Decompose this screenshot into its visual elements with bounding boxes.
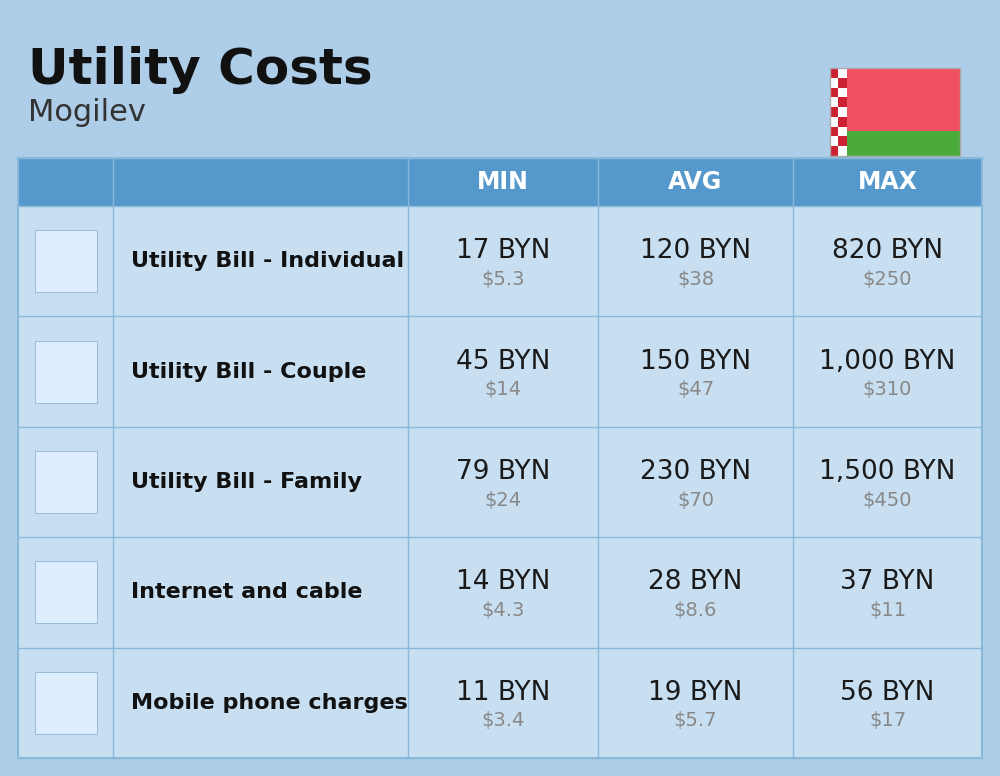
Text: 79 BYN: 79 BYN — [456, 459, 550, 485]
Text: Utility Bill - Family: Utility Bill - Family — [131, 472, 362, 492]
Text: Utility Bill - Couple: Utility Bill - Couple — [131, 362, 366, 382]
Bar — [18, 427, 982, 537]
Bar — [34, 341, 96, 403]
Text: Mogilev: Mogilev — [28, 98, 146, 127]
Text: Mobile phone charges: Mobile phone charges — [131, 693, 408, 713]
Text: 19 BYN: 19 BYN — [648, 680, 743, 706]
Text: AVG: AVG — [668, 170, 723, 194]
Text: 150 BYN: 150 BYN — [640, 348, 751, 375]
Text: $17: $17 — [869, 712, 906, 730]
Bar — [838, 78, 847, 88]
Text: 17 BYN: 17 BYN — [456, 238, 550, 264]
Text: 56 BYN: 56 BYN — [840, 680, 935, 706]
Bar — [830, 107, 838, 117]
Text: $4.3: $4.3 — [481, 601, 525, 620]
Bar — [838, 117, 847, 126]
Text: Utility Bill - Individual: Utility Bill - Individual — [131, 251, 404, 271]
Bar — [838, 137, 847, 146]
Text: 28 BYN: 28 BYN — [648, 570, 743, 595]
Bar — [830, 68, 960, 156]
Text: $11: $11 — [869, 601, 906, 620]
Text: 37 BYN: 37 BYN — [840, 570, 935, 595]
Text: MIN: MIN — [477, 170, 529, 194]
Text: 230 BYN: 230 BYN — [640, 459, 751, 485]
Text: $47: $47 — [677, 380, 714, 399]
Text: $14: $14 — [484, 380, 522, 399]
Bar — [34, 672, 96, 734]
Text: $310: $310 — [863, 380, 912, 399]
Text: 120 BYN: 120 BYN — [640, 238, 751, 264]
Text: $450: $450 — [863, 490, 912, 510]
Text: $3.4: $3.4 — [481, 712, 525, 730]
Bar — [18, 158, 982, 758]
Bar — [847, 68, 960, 131]
Text: $8.6: $8.6 — [674, 601, 717, 620]
Bar — [34, 561, 96, 623]
Bar — [830, 68, 838, 78]
Text: 11 BYN: 11 BYN — [456, 680, 550, 706]
Text: $70: $70 — [677, 490, 714, 510]
Bar — [830, 146, 838, 156]
Text: $5.7: $5.7 — [674, 712, 717, 730]
Text: MAX: MAX — [858, 170, 917, 194]
Text: 45 BYN: 45 BYN — [456, 348, 550, 375]
Text: $38: $38 — [677, 270, 714, 289]
Text: Utility Costs: Utility Costs — [28, 46, 373, 94]
Bar — [847, 131, 960, 156]
Bar — [838, 97, 847, 107]
Bar — [830, 126, 838, 137]
Bar — [830, 68, 847, 156]
Bar — [18, 158, 982, 206]
Bar — [34, 451, 96, 513]
Text: $24: $24 — [484, 490, 522, 510]
Text: 1,000 BYN: 1,000 BYN — [819, 348, 956, 375]
Bar — [830, 88, 838, 97]
Bar — [18, 537, 982, 648]
Text: 1,500 BYN: 1,500 BYN — [819, 459, 956, 485]
Text: 14 BYN: 14 BYN — [456, 570, 550, 595]
Text: Internet and cable: Internet and cable — [131, 583, 362, 602]
Text: 820 BYN: 820 BYN — [832, 238, 943, 264]
Bar — [34, 230, 96, 293]
Text: $5.3: $5.3 — [481, 270, 525, 289]
Text: $250: $250 — [863, 270, 912, 289]
Bar — [18, 648, 982, 758]
Bar — [18, 206, 982, 317]
Bar — [18, 317, 982, 427]
